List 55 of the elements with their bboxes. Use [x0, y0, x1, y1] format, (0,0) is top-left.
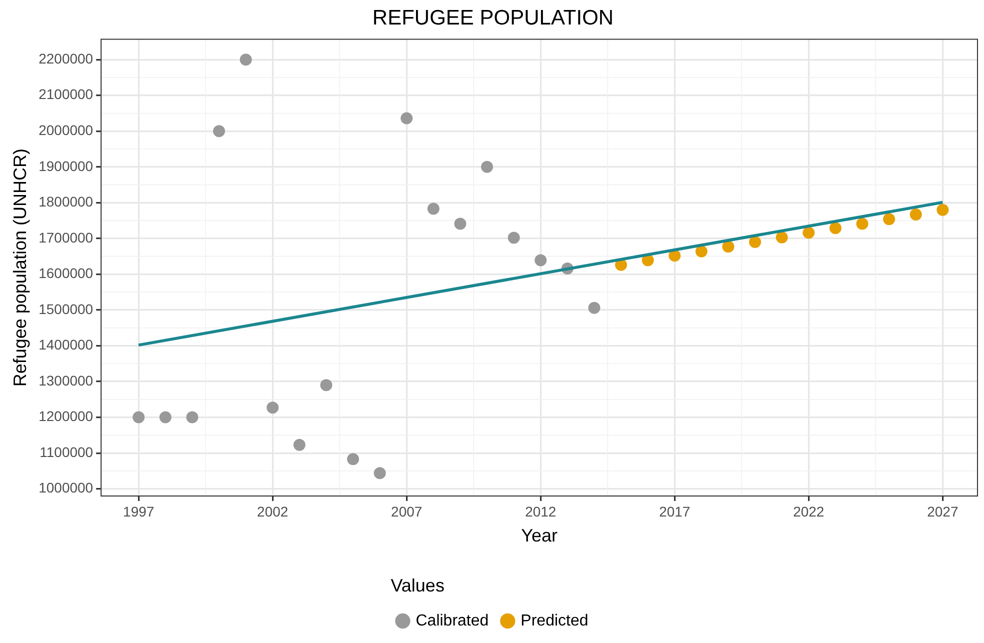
point — [293, 438, 306, 451]
point — [588, 302, 600, 314]
point — [534, 254, 547, 266]
legend-title: Values — [390, 575, 444, 596]
chart-title: REFUGEE POPULATION — [372, 6, 614, 30]
point — [481, 160, 494, 173]
point — [186, 411, 198, 424]
point — [829, 222, 842, 234]
legend-label: Predicted — [520, 612, 588, 630]
point — [936, 204, 949, 216]
point — [668, 250, 681, 262]
y-axis-title: Refugee population (UNHCR) — [10, 148, 30, 387]
y-tick-label: 1300000 — [38, 372, 94, 388]
point — [749, 236, 762, 248]
y-tick-label: 1400000 — [38, 336, 94, 353]
point — [400, 112, 413, 124]
y-tick-label: 2000000 — [38, 122, 94, 138]
point — [722, 240, 734, 253]
x-tick-label: 2002 — [257, 503, 288, 520]
y-tick-label: 2200000 — [38, 50, 94, 66]
y-tick-label: 1600000 — [38, 265, 94, 282]
y-tick-label: 1000000 — [38, 480, 94, 496]
point — [695, 245, 708, 258]
y-tick-label: 1100000 — [40, 444, 94, 460]
legend-label: Calibrated — [416, 612, 489, 630]
point — [213, 125, 226, 138]
x-axis-title: Year — [521, 526, 558, 546]
y-tick-label: 1800000 — [38, 194, 94, 210]
point — [159, 411, 172, 424]
point — [642, 254, 654, 266]
point — [240, 54, 252, 66]
x-tick-label: 1997 — [123, 503, 154, 520]
y-tick-label: 1200000 — [38, 408, 94, 424]
point — [856, 218, 868, 230]
point — [910, 208, 922, 220]
point — [427, 202, 440, 215]
x-tick-label: 2027 — [927, 503, 958, 520]
point — [347, 453, 360, 466]
y-tick-label: 2100000 — [38, 86, 94, 102]
point — [320, 379, 332, 392]
x-tick-label: 2007 — [391, 503, 422, 520]
point — [266, 402, 279, 414]
point — [132, 411, 145, 424]
point — [374, 467, 386, 480]
point — [508, 232, 520, 244]
x-tick-label: 2012 — [525, 503, 556, 520]
y-tick-label: 1700000 — [38, 229, 94, 246]
x-tick-label: 2022 — [793, 503, 824, 520]
point — [454, 218, 466, 230]
point — [776, 231, 788, 244]
y-tick-label: 1500000 — [38, 300, 94, 317]
x-tick-label: 2017 — [659, 503, 690, 520]
y-tick-label: 1900000 — [38, 158, 94, 174]
point — [883, 213, 896, 226]
point — [802, 226, 815, 239]
